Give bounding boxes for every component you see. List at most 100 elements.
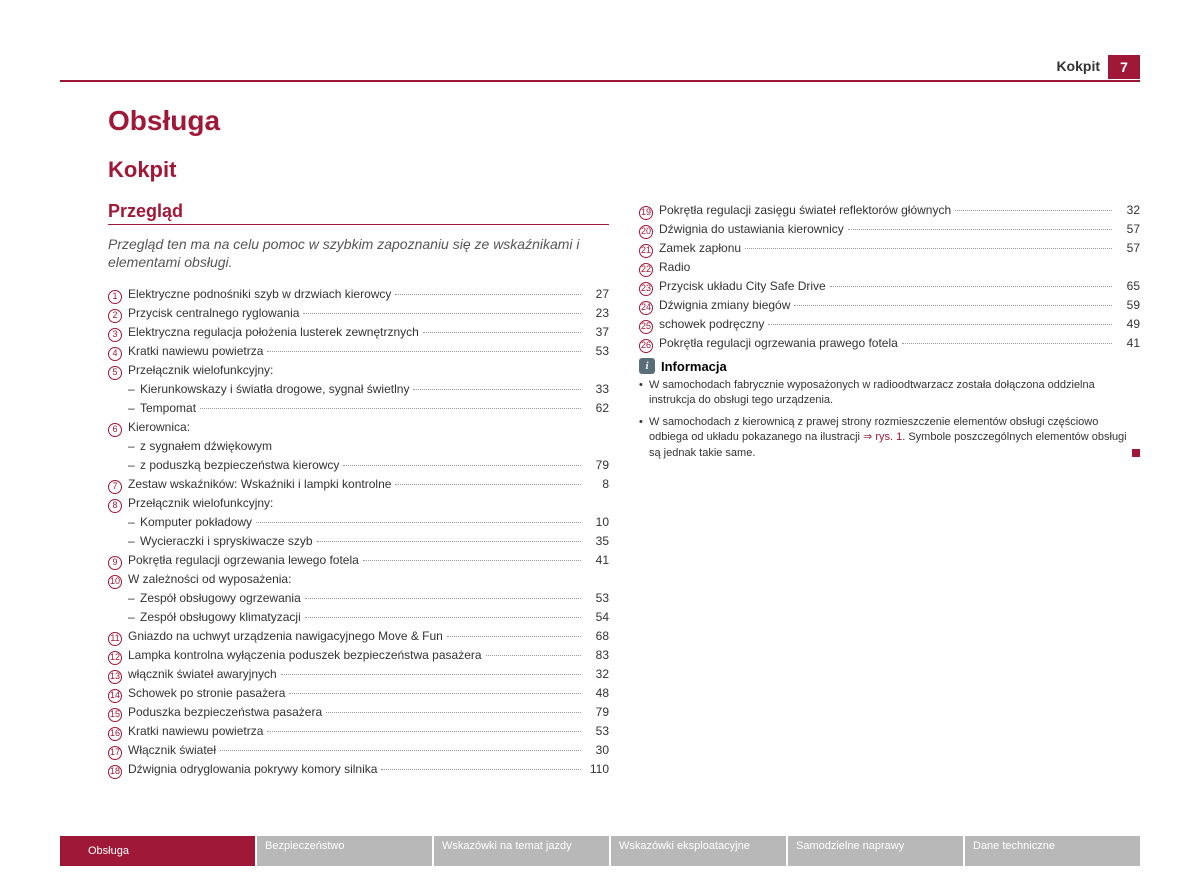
item-text: Kierunkowskazy i światła drogowe, sygnał… bbox=[140, 380, 409, 398]
list-item: 16Kratki nawiewu powietrza53 bbox=[108, 722, 609, 740]
item-number: 26 bbox=[639, 339, 653, 353]
item-page: 53 bbox=[585, 589, 609, 607]
right-list: 19Pokrętła regulacji zasięgu świateł ref… bbox=[639, 201, 1140, 352]
item-page: 79 bbox=[585, 456, 609, 474]
sub-item: Wycieraczki i spryskiwacze szyb35 bbox=[108, 532, 609, 550]
item-text: Przycisk układu City Safe Drive bbox=[659, 277, 826, 295]
info-header: i Informacja bbox=[639, 358, 1140, 374]
list-item: 12Lampka kontrolna wyłączenia poduszek b… bbox=[108, 646, 609, 664]
item-text: Dźwignia zmiany biegów bbox=[659, 296, 790, 314]
tab-bezpieczenstwo[interactable]: Bezpieczeństwo bbox=[257, 836, 432, 866]
sub-item: z poduszką bezpieczeństwa kierowcy 79 bbox=[108, 456, 609, 474]
leader-dots bbox=[343, 465, 581, 466]
sub-item: Komputer pokładowy 10 bbox=[108, 513, 609, 531]
list-item: 9Pokrętła regulacji ogrzewania lewego fo… bbox=[108, 551, 609, 569]
tab-wskazowki-eksploat[interactable]: Wskazówki eksploatacyjne bbox=[611, 836, 786, 866]
item-text: Poduszka bezpieczeństwa pasażera bbox=[128, 703, 322, 721]
item-text: Zamek zapłonu bbox=[659, 239, 741, 257]
item-page: 65 bbox=[1116, 277, 1140, 295]
item-page: 41 bbox=[1116, 334, 1140, 352]
item-page: 110 bbox=[585, 760, 609, 778]
info-bullet-2: W samochodach z kierownicą z prawej stro… bbox=[639, 415, 1140, 461]
leader-dots bbox=[256, 522, 581, 523]
item-text: Elektryczna regulacja położenia lusterek… bbox=[128, 323, 419, 341]
item-page: 27 bbox=[585, 285, 609, 303]
end-mark bbox=[1132, 449, 1140, 457]
item-page: 79 bbox=[585, 703, 609, 721]
leader-dots bbox=[447, 636, 581, 637]
tab-wskazowki-jazdy[interactable]: Wskazówki na temat jazdy bbox=[434, 836, 609, 866]
list-item: 21Zamek zapłonu57 bbox=[639, 239, 1140, 257]
item-text: z poduszką bezpieczeństwa kierowcy bbox=[140, 456, 339, 474]
leader-dots bbox=[486, 655, 581, 656]
leader-dots bbox=[326, 712, 581, 713]
col-right: 19Pokrętła regulacji zasięgu świateł ref… bbox=[639, 201, 1140, 779]
item-number: 3 bbox=[108, 328, 122, 342]
tab-naprawy[interactable]: Samodzielne naprawy bbox=[788, 836, 963, 866]
list-item: 2Przycisk centralnego ryglowania23 bbox=[108, 304, 609, 322]
heading-3: Przegląd bbox=[108, 201, 609, 222]
leader-dots bbox=[305, 617, 581, 618]
item-page: 41 bbox=[585, 551, 609, 569]
left-list: 1Elektryczne podnośniki szyb w drzwiach … bbox=[108, 285, 609, 778]
content: Obsługa Kokpit Przegląd Przegląd ten ma … bbox=[108, 105, 1140, 818]
item-text: Lampka kontrolna wyłączenia poduszek bez… bbox=[128, 646, 482, 664]
list-item: 10W zależności od wyposażenia: bbox=[108, 570, 609, 588]
leader-dots bbox=[745, 248, 1112, 249]
item-text: schowek podręczny bbox=[659, 315, 764, 333]
sub-item: Tempomat62 bbox=[108, 399, 609, 417]
sub-item: Zespół obsługowy klimatyzacji54 bbox=[108, 608, 609, 626]
item-page: 10 bbox=[585, 513, 609, 531]
item-page: 48 bbox=[585, 684, 609, 702]
item-number: 2 bbox=[108, 309, 122, 323]
list-item: 25schowek podręczny49 bbox=[639, 315, 1140, 333]
item-page: 83 bbox=[585, 646, 609, 664]
leader-dots bbox=[955, 210, 1112, 211]
fig-link[interactable]: ⇒ rys. 1 bbox=[863, 431, 902, 443]
item-text: Pokrętła regulacji zasięgu świateł refle… bbox=[659, 201, 951, 219]
list-item: 15Poduszka bezpieczeństwa pasażera79 bbox=[108, 703, 609, 721]
list-item: 11Gniazdo na uchwyt urządzenia nawigacyj… bbox=[108, 627, 609, 645]
item-page: 32 bbox=[1116, 201, 1140, 219]
item-number: 14 bbox=[108, 689, 122, 703]
leader-dots bbox=[794, 305, 1112, 306]
intro-text: Przegląd ten ma na celu pomoc w szybkim … bbox=[108, 235, 609, 271]
list-item: 18Dźwignia odryglowania pokrywy komory s… bbox=[108, 760, 609, 778]
tab-obsluga[interactable]: Obsługa bbox=[60, 836, 255, 866]
leader-dots bbox=[200, 408, 581, 409]
page-number: 7 bbox=[1108, 55, 1140, 79]
item-text: Przycisk centralnego ryglowania bbox=[128, 304, 299, 322]
item-page: 57 bbox=[1116, 220, 1140, 238]
item-text: W zależności od wyposażenia: bbox=[128, 570, 291, 588]
leader-dots bbox=[423, 332, 581, 333]
list-item: 26Pokrętła regulacji ogrzewania prawego … bbox=[639, 334, 1140, 352]
item-page: 35 bbox=[585, 532, 609, 550]
item-text: Komputer pokładowy bbox=[140, 513, 252, 531]
leader-dots bbox=[363, 560, 581, 561]
footer-tabs: Obsługa Bezpieczeństwo Wskazówki na tema… bbox=[60, 836, 1140, 866]
leader-dots bbox=[395, 294, 581, 295]
item-text: Dźwignia odryglowania pokrywy komory sil… bbox=[128, 760, 377, 778]
leader-dots bbox=[381, 769, 581, 770]
list-item: 22Radio bbox=[639, 258, 1140, 276]
leader-dots bbox=[303, 313, 581, 314]
item-page: 49 bbox=[1116, 315, 1140, 333]
item-number: 1 bbox=[108, 290, 122, 304]
list-item: 24Dźwignia zmiany biegów59 bbox=[639, 296, 1140, 314]
item-text: Pokrętła regulacji ogrzewania lewego fot… bbox=[128, 551, 359, 569]
list-item: 5Przełącznik wielofunkcyjny: bbox=[108, 361, 609, 379]
list-item: 8Przełącznik wielofunkcyjny: bbox=[108, 494, 609, 512]
item-page: 30 bbox=[585, 741, 609, 759]
list-item: 7Zestaw wskaźników: Wskaźniki i lampki k… bbox=[108, 475, 609, 493]
item-number: 20 bbox=[639, 225, 653, 239]
item-number: 17 bbox=[108, 746, 122, 760]
col-left: Przegląd Przegląd ten ma na celu pomoc w… bbox=[108, 201, 609, 779]
list-item: 20Dźwignia do ustawiania kierownicy57 bbox=[639, 220, 1140, 238]
leader-dots bbox=[220, 750, 581, 751]
leader-dots bbox=[395, 484, 581, 485]
list-item: 17Włącznik świateł30 bbox=[108, 741, 609, 759]
list-item: 1Elektryczne podnośniki szyb w drzwiach … bbox=[108, 285, 609, 303]
tab-dane[interactable]: Dane techniczne bbox=[965, 836, 1140, 866]
item-number: 4 bbox=[108, 347, 122, 361]
item-page: 53 bbox=[585, 722, 609, 740]
